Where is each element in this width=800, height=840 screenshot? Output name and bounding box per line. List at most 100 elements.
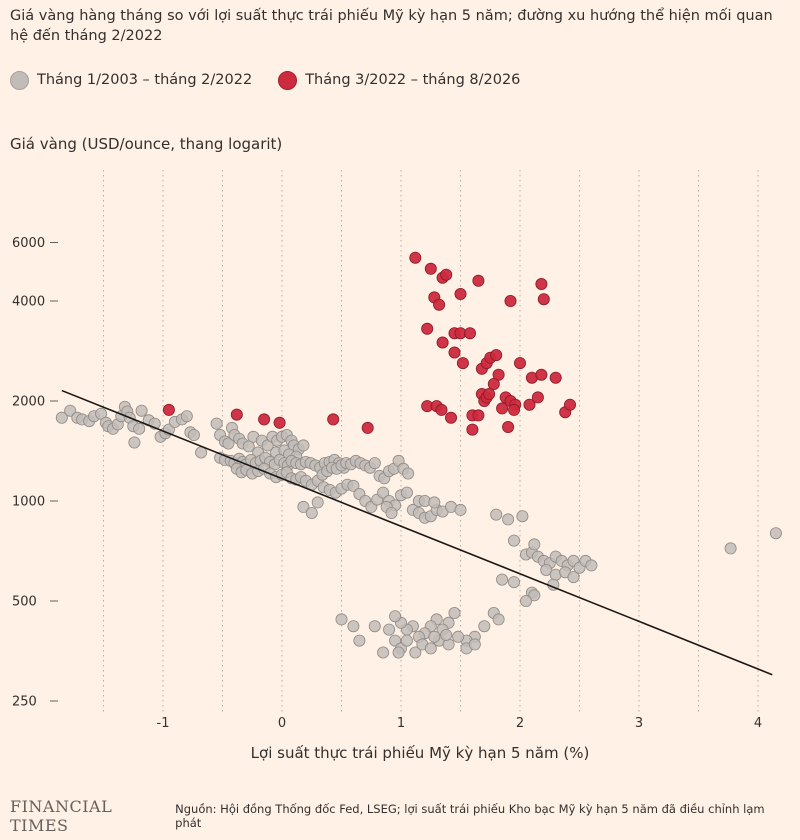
data-point-2003-2022 xyxy=(297,439,310,452)
data-point-2022-2026 xyxy=(440,268,453,281)
data-point-2022-2026 xyxy=(504,294,517,307)
data-point-2003-2022 xyxy=(490,508,503,521)
legend-swatch-red xyxy=(278,70,298,90)
data-point-2003-2022 xyxy=(440,629,453,642)
data-point-2003-2022 xyxy=(520,595,533,608)
data-point-2022-2026 xyxy=(496,402,509,415)
data-point-2003-2022 xyxy=(347,620,360,633)
data-point-2003-2022 xyxy=(210,417,223,430)
data-point-2022-2026 xyxy=(502,420,515,433)
legend-item-2022-2026: Tháng 3/2022 – tháng 8/2026 xyxy=(278,70,521,90)
data-point-2022-2026 xyxy=(535,277,548,290)
y-tick-label: 250 xyxy=(12,695,37,710)
data-point-2022-2026 xyxy=(463,327,476,340)
data-point-2003-2022 xyxy=(540,564,553,577)
x-tick-label: 0 xyxy=(278,716,286,731)
data-point-2022-2026 xyxy=(433,298,446,311)
data-point-2003-2022 xyxy=(468,638,481,651)
data-point-2022-2026 xyxy=(444,411,457,424)
data-point-2003-2022 xyxy=(133,422,146,435)
data-point-2003-2022 xyxy=(448,607,461,620)
data-point-2003-2022 xyxy=(528,589,541,602)
data-point-2022-2026 xyxy=(537,293,550,306)
y-tick-label: 500 xyxy=(12,595,37,610)
data-point-2003-2022 xyxy=(724,542,737,555)
data-point-2003-2022 xyxy=(187,428,200,441)
data-point-2022-2026 xyxy=(327,413,340,426)
source-note: Nguồn: Hội đồng Thống đốc Fed, LSEG; lợi… xyxy=(175,802,765,830)
data-point-2003-2022 xyxy=(502,513,515,526)
data-point-2003-2022 xyxy=(567,571,580,584)
legend: Tháng 1/2003 – tháng 2/2022 Tháng 3/2022… xyxy=(10,68,546,92)
chart-title: Giá vàng hàng tháng so với lợi suất thực… xyxy=(10,8,773,44)
data-point-2022-2026 xyxy=(472,409,485,422)
data-point-2003-2022 xyxy=(377,486,390,499)
data-point-2003-2022 xyxy=(400,634,413,647)
data-point-2022-2026 xyxy=(258,413,271,426)
data-point-2003-2022 xyxy=(389,610,402,623)
data-point-2022-2026 xyxy=(531,391,544,404)
data-point-2022-2026 xyxy=(507,403,520,416)
legend-swatch-grey xyxy=(10,70,29,90)
legend-label: Tháng 3/2022 – tháng 8/2026 xyxy=(305,72,521,88)
data-point-2022-2026 xyxy=(424,262,437,275)
data-point-2003-2022 xyxy=(311,496,324,509)
data-point-2003-2022 xyxy=(496,573,509,586)
x-axis-label: Lợi suất thực trái phiếu Mỹ kỳ hạn 5 năm… xyxy=(250,744,590,762)
data-point-2022-2026 xyxy=(436,336,449,349)
data-point-2003-2022 xyxy=(392,646,405,659)
data-point-2003-2022 xyxy=(769,527,782,540)
data-point-2022-2026 xyxy=(549,371,562,384)
data-point-2022-2026 xyxy=(487,377,500,390)
data-point-2022-2026 xyxy=(162,403,175,416)
x-tick-label: -1 xyxy=(157,716,170,731)
data-point-2003-2022 xyxy=(222,437,235,450)
data-point-2003-2022 xyxy=(585,559,598,572)
scatter-plot: 250 500 1000 2000 4000 6000 -1 0 1 2 3 4 xyxy=(12,170,782,731)
footer: FINANCIAL TIMES Nguồn: Hội đồng Thống đố… xyxy=(10,797,790,835)
data-point-2003-2022 xyxy=(452,630,465,643)
data-point-2003-2022 xyxy=(135,404,148,417)
ft-logo: FINANCIAL TIMES xyxy=(10,797,113,835)
data-point-2022-2026 xyxy=(483,387,496,400)
data-point-2003-2022 xyxy=(368,620,381,633)
data-point-2003-2022 xyxy=(428,630,441,643)
data-point-2022-2026 xyxy=(454,287,467,300)
data-point-2003-2022 xyxy=(424,642,437,655)
data-point-2003-2022 xyxy=(55,411,68,424)
data-point-2003-2022 xyxy=(353,634,366,647)
data-point-2022-2026 xyxy=(466,423,479,436)
data-point-2022-2026 xyxy=(472,274,485,287)
x-tick-label: 1 xyxy=(397,716,405,731)
legend-label: Tháng 1/2003 – tháng 2/2022 xyxy=(37,72,253,88)
data-point-2003-2022 xyxy=(385,506,398,519)
data-point-2003-2022 xyxy=(528,538,541,551)
data-point-2003-2022 xyxy=(64,404,77,417)
x-tick-label: 4 xyxy=(754,716,762,731)
data-point-2003-2022 xyxy=(507,534,520,547)
legend-item-2003-2022: Tháng 1/2003 – tháng 2/2022 xyxy=(10,70,253,90)
x-tick-label: 3 xyxy=(635,716,643,731)
y-axis-label: Giá vàng (USD/ounce, thang logarit) xyxy=(10,135,283,153)
data-point-2003-2022 xyxy=(180,410,193,423)
data-point-2003-2022 xyxy=(400,486,413,499)
data-point-2022-2026 xyxy=(492,368,505,381)
data-point-2003-2022 xyxy=(305,506,318,519)
data-point-2003-2022 xyxy=(297,500,310,513)
x-tick-label: 2 xyxy=(516,716,524,731)
data-point-2003-2022 xyxy=(128,436,141,449)
data-point-2003-2022 xyxy=(402,467,415,480)
data-point-2003-2022 xyxy=(383,623,396,636)
data-point-2022-2026 xyxy=(421,322,434,335)
data-point-2022-2026 xyxy=(361,421,374,434)
data-point-2003-2022 xyxy=(409,646,422,659)
data-point-2022-2026 xyxy=(456,357,469,370)
data-point-2003-2022 xyxy=(492,613,505,626)
data-point-2003-2022 xyxy=(335,613,348,626)
data-point-2022-2026 xyxy=(535,368,548,381)
data-point-2022-2026 xyxy=(273,416,286,429)
data-point-2003-2022 xyxy=(347,479,360,492)
data-point-2022-2026 xyxy=(448,346,461,359)
data-point-2022-2026 xyxy=(514,357,527,370)
y-tick-label: 1000 xyxy=(12,495,45,510)
